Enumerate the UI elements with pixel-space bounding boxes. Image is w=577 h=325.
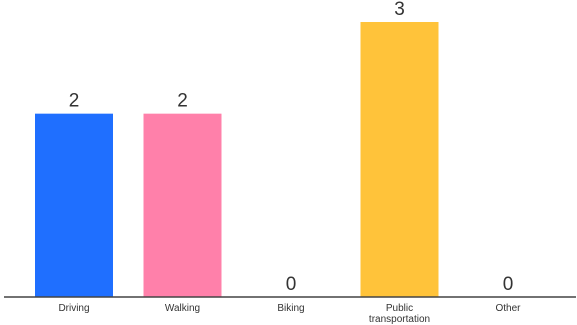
bar-driving bbox=[35, 113, 113, 298]
category-label-driving: Driving bbox=[58, 303, 89, 314]
bar-public-transportation bbox=[360, 22, 439, 297]
value-label-driving: 2 bbox=[69, 91, 80, 112]
category-labels-group: Driving Walking Biking Public transportation… bbox=[58, 303, 521, 325]
category-label-public-transportation: Public transportation bbox=[369, 303, 430, 325]
category-label-biking: Biking bbox=[277, 303, 304, 314]
value-labels-group: 2 2 0 3 0 bbox=[69, 0, 514, 295]
category-label-line: Other bbox=[495, 303, 521, 314]
value-label-biking: 0 bbox=[286, 274, 297, 295]
value-label-walking: 2 bbox=[177, 91, 188, 112]
category-label-walking: Walking bbox=[165, 303, 200, 314]
category-label-line: Walking bbox=[165, 303, 200, 314]
category-label-line: Driving bbox=[58, 303, 89, 314]
category-label-line: Biking bbox=[277, 303, 304, 314]
bar-walking bbox=[143, 113, 222, 298]
value-label-public-transportation: 3 bbox=[394, 0, 405, 20]
category-label-line: Public bbox=[386, 303, 413, 314]
category-label-other: Other bbox=[495, 303, 521, 314]
bars-group bbox=[35, 22, 439, 298]
value-label-other: 0 bbox=[503, 274, 514, 295]
category-label-line: transportation bbox=[369, 314, 430, 325]
